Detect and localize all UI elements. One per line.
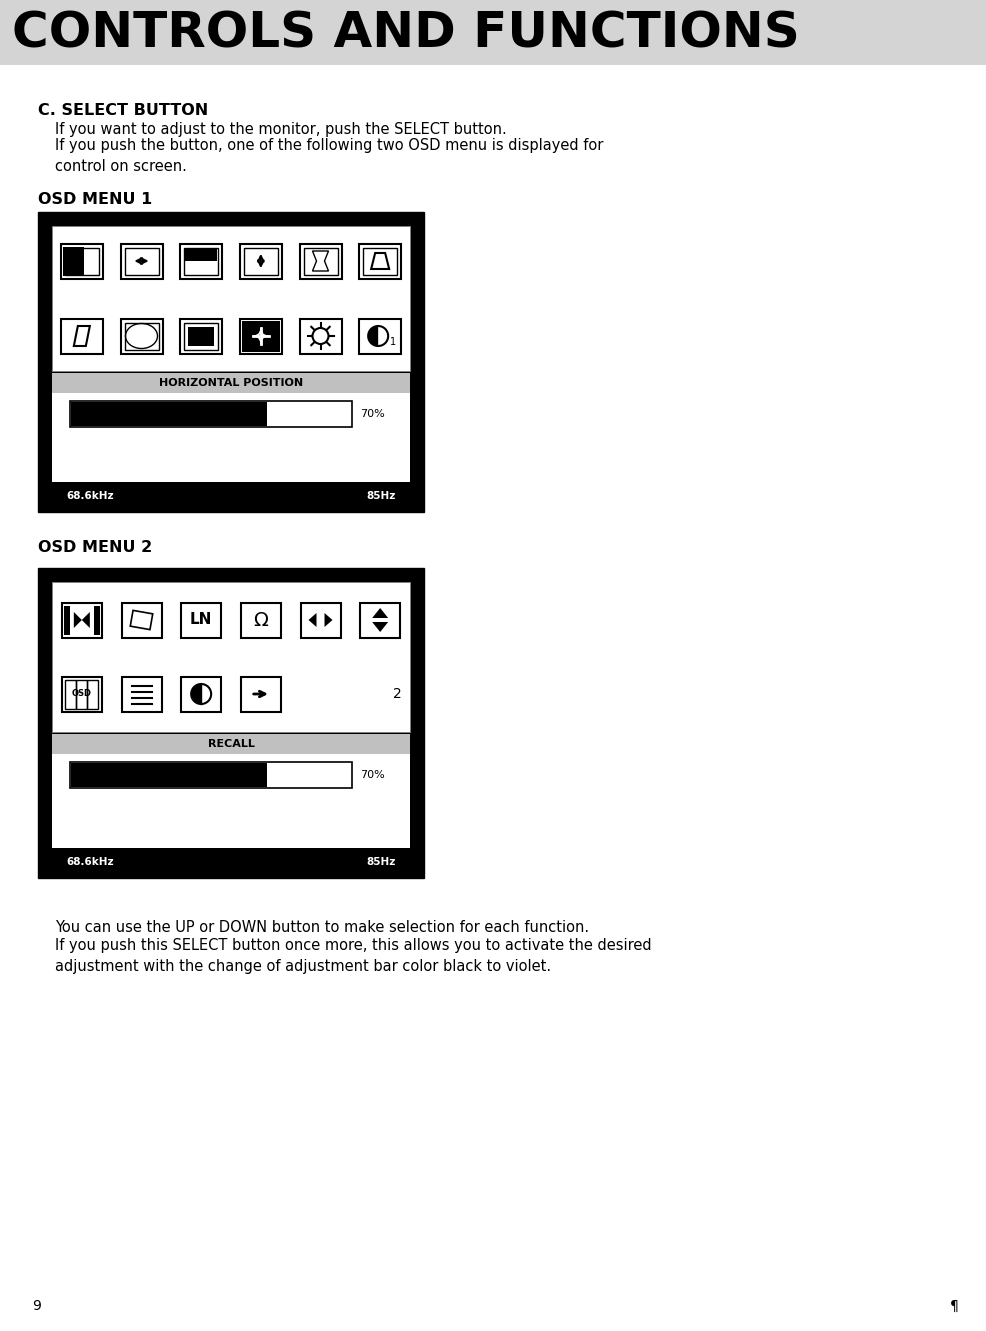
Bar (240, 244, 282, 278)
Bar (180, 318, 222, 354)
Text: 85Hz: 85Hz (366, 491, 395, 500)
Polygon shape (324, 614, 332, 627)
Bar (52, 373, 409, 393)
Polygon shape (309, 614, 317, 627)
Bar (121, 603, 162, 638)
Bar (52, 582, 409, 732)
Text: If you push this SELECT button once more, this allows you to activate the desire: If you push this SELECT button once more… (55, 938, 651, 974)
Bar (63, 246, 84, 276)
Text: OSD: OSD (72, 689, 92, 699)
Bar (303, 248, 337, 274)
Bar (71, 402, 267, 426)
Bar (124, 322, 159, 350)
Wedge shape (368, 326, 378, 346)
Bar (185, 249, 217, 261)
Bar (52, 393, 409, 482)
Polygon shape (74, 612, 82, 628)
Polygon shape (372, 622, 387, 632)
Bar (87, 680, 98, 708)
Bar (124, 248, 159, 274)
Bar (300, 603, 340, 638)
Text: You can use the UP or DOWN button to make selection for each function.: You can use the UP or DOWN button to mak… (55, 920, 589, 934)
Text: C. SELECT BUTTON: C. SELECT BUTTON (38, 102, 208, 118)
Text: CONTROLS AND FUNCTIONS: CONTROLS AND FUNCTIONS (12, 9, 799, 57)
Bar (242, 321, 280, 351)
Bar (71, 763, 267, 787)
Text: If you want to adjust to the monitor, push the SELECT button.: If you want to adjust to the monitor, pu… (55, 122, 506, 137)
Text: 68.6kHz: 68.6kHz (66, 491, 113, 500)
Bar (70, 401, 352, 427)
Bar (184, 248, 218, 274)
Bar (120, 244, 163, 278)
Text: If you push the button, one of the following two OSD menu is displayed for
contr: If you push the button, one of the follo… (55, 138, 602, 174)
Text: RECALL: RECALL (207, 739, 254, 749)
Text: LN: LN (189, 612, 212, 627)
Bar (62, 676, 102, 712)
Bar (70, 763, 352, 788)
Bar (181, 603, 221, 638)
Bar (363, 248, 396, 274)
Text: 9: 9 (32, 1299, 40, 1312)
Bar (52, 753, 409, 848)
Bar (359, 244, 400, 278)
Bar (240, 318, 282, 354)
Text: HORIZONTAL POSITION: HORIZONTAL POSITION (159, 378, 303, 389)
Bar (181, 676, 221, 712)
Bar (188, 326, 214, 346)
Text: 70%: 70% (360, 771, 385, 780)
Bar (359, 318, 400, 354)
Bar (241, 676, 281, 712)
Bar (241, 603, 281, 638)
Bar (76, 680, 87, 708)
Text: Ω: Ω (253, 611, 268, 630)
Bar (120, 318, 163, 354)
Bar (0, 0, 986, 65)
Bar (180, 244, 222, 278)
Bar (184, 322, 218, 350)
Bar (52, 226, 409, 371)
Bar (94, 606, 100, 635)
Text: ¶: ¶ (950, 1299, 958, 1312)
Bar (121, 676, 162, 712)
Bar (62, 603, 102, 638)
Bar (299, 244, 341, 278)
Polygon shape (372, 608, 387, 618)
Wedge shape (191, 684, 201, 704)
Bar (65, 248, 99, 274)
Text: OSD MENU 1: OSD MENU 1 (38, 192, 152, 208)
Text: 2: 2 (392, 687, 401, 701)
Text: 70%: 70% (360, 409, 385, 419)
Text: 85Hz: 85Hz (366, 857, 395, 866)
Bar (52, 733, 409, 753)
Bar (61, 244, 103, 278)
Bar (65, 680, 76, 708)
Bar (299, 318, 341, 354)
Text: OSD MENU 2: OSD MENU 2 (38, 540, 152, 555)
Bar (244, 248, 277, 274)
Text: 68.6kHz: 68.6kHz (66, 857, 113, 866)
Bar (38, 568, 424, 878)
Bar (64, 606, 70, 635)
Text: 1: 1 (389, 337, 396, 347)
Bar (38, 212, 424, 512)
Polygon shape (82, 612, 90, 628)
Bar (61, 318, 103, 354)
Bar (360, 603, 399, 638)
